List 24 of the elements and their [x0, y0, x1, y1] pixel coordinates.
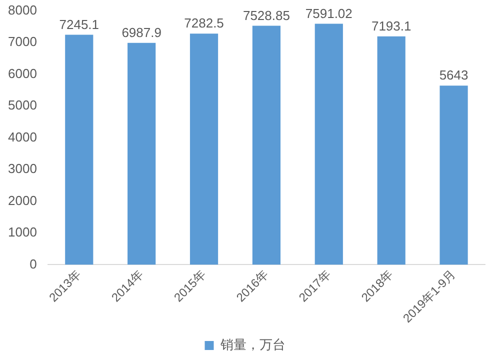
data-label: 7193.1: [371, 18, 412, 34]
y-tick-label: 4000: [8, 129, 37, 144]
y-tick-label: 1000: [8, 224, 37, 240]
bar: [440, 86, 468, 265]
y-tick-label: 5000: [8, 98, 37, 113]
y-tick-label: 3000: [8, 161, 37, 176]
data-label: 6987.9: [122, 25, 162, 40]
bar: [65, 34, 94, 265]
data-label: 7245.1: [59, 16, 100, 32]
y-tick-label: 8000: [8, 2, 37, 18]
data-label: 5643: [439, 68, 468, 83]
data-label: 7282.5: [184, 16, 224, 31]
bar: [190, 34, 218, 265]
y-tick-label: 7000: [8, 34, 37, 50]
legend-label: 销量，万台: [219, 337, 286, 352]
bar: [314, 24, 343, 265]
bar: [377, 36, 406, 265]
data-label: 7591.02: [305, 6, 352, 21]
data-label: 7528.85: [242, 8, 290, 23]
bar: [128, 42, 156, 265]
y-tick-label: 6000: [8, 66, 37, 81]
y-tick-label: 2000: [8, 192, 37, 208]
bar: [252, 26, 281, 265]
y-tick-label: 0: [30, 256, 37, 272]
